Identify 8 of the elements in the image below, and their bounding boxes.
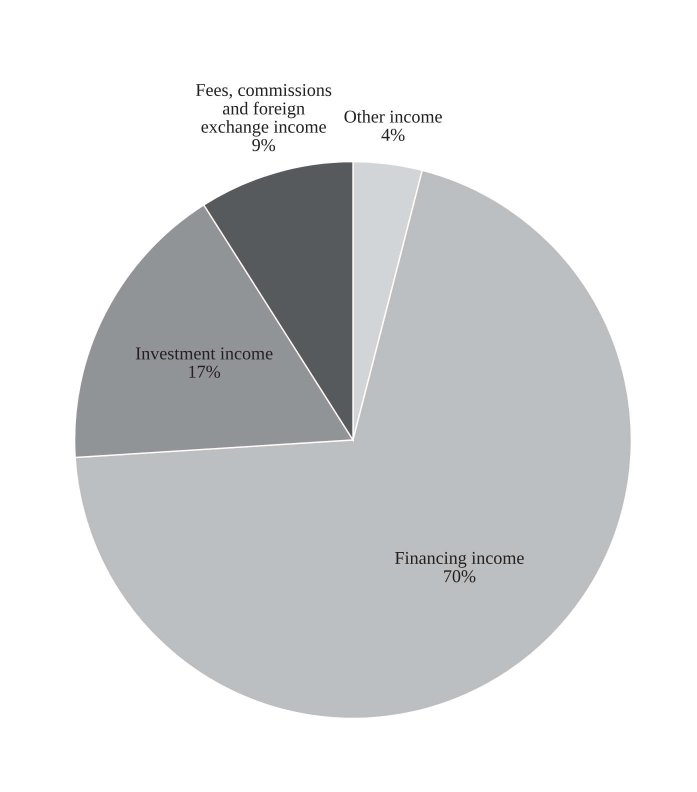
data-label: 70% [444,570,476,582]
slice-label: Fees, commissions and foreign exchange income [196,84,332,137]
data-label: 17% [189,366,220,378]
slice-label: Financing income [395,552,524,568]
data-label: 4% [381,128,405,142]
slice-label: Investment income [136,347,272,360]
slice-label: Other income [344,110,442,123]
data-label: 9% [252,138,276,152]
